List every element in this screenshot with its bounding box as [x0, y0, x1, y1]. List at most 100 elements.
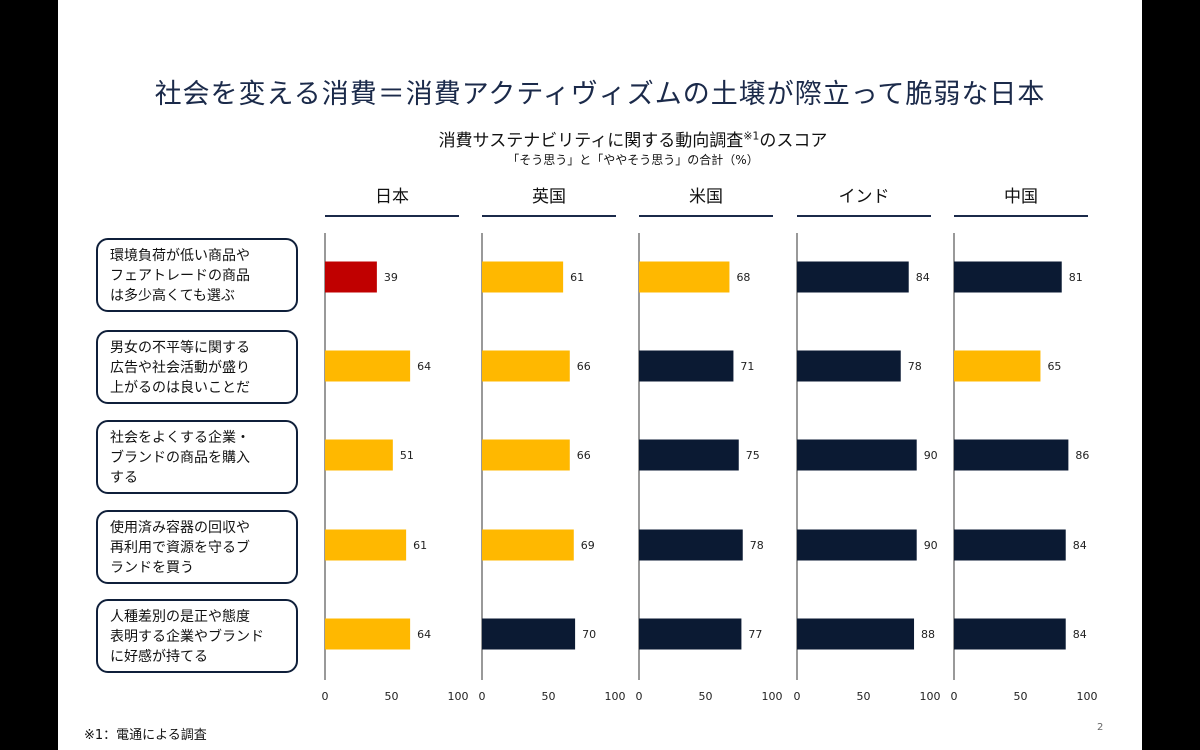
tick-label: 50 [857, 690, 871, 703]
data-label: 65 [1047, 360, 1061, 373]
data-label: 81 [1069, 271, 1083, 284]
bar [325, 261, 377, 293]
tick-label: 0 [479, 690, 486, 703]
question-line: 広告や社会活動が盛り [110, 360, 250, 376]
bar [325, 350, 411, 382]
data-label: 70 [582, 628, 596, 641]
question-line: 再利用で資源を守るブ [110, 540, 250, 556]
question-line: 使用済み容器の回収や [110, 520, 250, 536]
data-label: 61 [570, 271, 584, 284]
bar [325, 529, 407, 561]
chart-title-superscript: ※1 [743, 129, 760, 143]
data-label: 78 [908, 360, 922, 373]
footnote: ※1：電通による調査 [84, 728, 207, 743]
bar [954, 529, 1066, 561]
chart-title-tail: のスコア [759, 131, 828, 151]
question-line: 上がるのは良いことだ [110, 380, 250, 396]
bar [482, 439, 570, 471]
page-number: 2 [1097, 722, 1104, 733]
data-label: 88 [921, 628, 935, 641]
question-line: フェアトレードの商品 [110, 268, 250, 284]
bar [482, 261, 564, 293]
question-line: 人種差別の是正や態度 [110, 609, 250, 625]
tick-label: 0 [636, 690, 643, 703]
data-label: 64 [417, 360, 431, 373]
country-header-us: 米国 [639, 182, 773, 217]
bar [797, 350, 901, 382]
question-line: 男女の不平等に関する [110, 340, 250, 356]
question-line: 環境負荷が低い商品や [110, 248, 250, 264]
bar [639, 618, 742, 650]
slide: 社会を変える消費＝消費アクティヴィズムの土壌が際立って脆弱な日本 消費サステナビ… [58, 0, 1142, 750]
tick-label: 0 [951, 690, 958, 703]
data-label: 69 [581, 539, 595, 552]
bar [325, 439, 393, 471]
question-line: 表明する企業やブランド [110, 629, 264, 645]
tick-label: 100 [920, 690, 941, 703]
data-label: 66 [577, 449, 591, 462]
bar [797, 439, 917, 471]
tick-label: 50 [699, 690, 713, 703]
bar [954, 618, 1066, 650]
question-line: ブランドの商品を購入 [110, 450, 250, 466]
bar [639, 529, 743, 561]
bar [482, 350, 570, 382]
tick-label: 100 [1077, 690, 1098, 703]
data-label: 77 [748, 628, 762, 641]
country-header-india: インド [797, 182, 931, 217]
tick-label: 50 [542, 690, 556, 703]
data-label: 51 [400, 449, 414, 462]
country-header-uk: 英国 [482, 182, 616, 217]
tick-label: 100 [605, 690, 626, 703]
bar [954, 439, 1069, 471]
tick-label: 0 [794, 690, 801, 703]
data-label: 75 [746, 449, 760, 462]
data-label: 64 [417, 628, 431, 641]
bar [797, 261, 909, 293]
data-label: 71 [740, 360, 754, 373]
chart-note: 「そう思う」と「ややそう思う」の合計（%） [507, 153, 759, 167]
question-line: 社会をよくする企業・ [110, 430, 250, 446]
question-box-4: 使用済み容器の回収や 再利用で資源を守るブ ランドを買う [96, 510, 298, 584]
data-label: 61 [413, 539, 427, 552]
tick-label: 0 [322, 690, 329, 703]
data-label: 66 [577, 360, 591, 373]
tick-label: 100 [762, 690, 783, 703]
data-label: 84 [1073, 539, 1087, 552]
bar [482, 529, 574, 561]
data-label: 39 [384, 271, 398, 284]
bar [639, 350, 734, 382]
chart-title-main: 消費サステナビリティに関する動向調査 [438, 131, 744, 151]
bar [797, 529, 917, 561]
data-label: 84 [916, 271, 930, 284]
question-line: に好感が持てる [110, 649, 208, 665]
question-line: ランドを買う [110, 560, 194, 576]
data-label: 90 [924, 449, 938, 462]
data-label: 68 [736, 271, 750, 284]
data-label: 90 [924, 539, 938, 552]
tick-label: 100 [448, 690, 469, 703]
tick-label: 50 [1014, 690, 1028, 703]
data-label: 86 [1075, 449, 1089, 462]
bar [954, 350, 1041, 382]
country-header-japan: 日本 [325, 182, 459, 217]
page-title: 社会を変える消費＝消費アクティヴィズムの土壌が際立って脆弱な日本 [154, 79, 1046, 110]
question-box-1: 環境負荷が低い商品や フェアトレードの商品 は多少高くても選ぶ [96, 238, 298, 312]
bar [797, 618, 915, 650]
question-box-2: 男女の不平等に関する 広告や社会活動が盛り 上がるのは良いことだ [96, 330, 298, 404]
bar [639, 439, 739, 471]
bar [639, 261, 730, 293]
question-line: する [110, 470, 138, 486]
question-box-5: 人種差別の是正や態度 表明する企業やブランド に好感が持てる [96, 599, 298, 673]
bar [482, 618, 576, 650]
tick-label: 50 [385, 690, 399, 703]
question-box-3: 社会をよくする企業・ ブランドの商品を購入 する [96, 420, 298, 494]
data-label: 84 [1073, 628, 1087, 641]
question-line: は多少高くても選ぶ [110, 288, 235, 304]
chart-title: 消費サステナビリティに関する動向調査※1のスコア [58, 126, 1200, 151]
data-label: 78 [750, 539, 764, 552]
bar [954, 261, 1062, 293]
bar [325, 618, 411, 650]
country-header-china: 中国 [954, 182, 1088, 217]
bar-chart: 39 64 51 61 64 0 50 100 61 66 66 69 70 0 50 100 68 71 75 78… [322, 233, 1098, 703]
